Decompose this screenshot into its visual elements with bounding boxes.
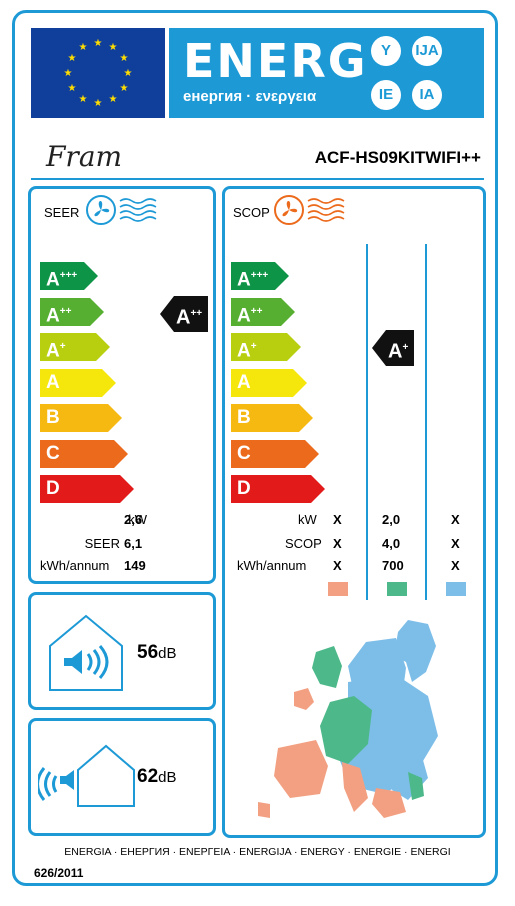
svg-text:★: ★	[120, 83, 129, 94]
regulation-number: 626/2011	[34, 866, 84, 880]
scop-rating: A+	[386, 330, 415, 366]
scop-class-bar: A	[231, 368, 307, 397]
scop-panel	[222, 186, 486, 838]
scop-class-label: A+	[231, 333, 287, 361]
seer-class-bar: A	[40, 368, 116, 397]
scop-class-bar: A+++	[231, 262, 289, 290]
seer-class-label: A+++	[40, 262, 84, 290]
seer-title: SEER	[44, 205, 80, 220]
seer-kw-value: 2,6	[124, 512, 143, 527]
seer-class-label: A	[40, 368, 102, 397]
seer-class-bar: A++	[40, 297, 104, 326]
lang-code-ija: IJA	[412, 36, 442, 66]
lang-code-y: Y	[371, 36, 401, 66]
seer-class-bar: B	[40, 404, 122, 432]
scop-scop-col2: 4,0	[382, 536, 401, 551]
scop-class-label: C	[231, 439, 305, 468]
scop-scop-col1: X	[333, 536, 342, 551]
svg-text:★: ★	[109, 94, 118, 105]
scop-class-bar: D	[231, 475, 325, 503]
scop-kw-col2: 2,0	[382, 512, 401, 527]
seer-class-label: A+	[40, 333, 96, 361]
outdoor-noise-level: 62dB	[137, 766, 177, 787]
scop-annual-unit: kWh/annum	[237, 558, 307, 573]
scop-kw-col1: X	[333, 512, 342, 527]
svg-text:★: ★	[109, 42, 118, 53]
svg-text:★: ★	[79, 94, 88, 105]
scop-scop-col3: X	[451, 536, 460, 551]
scop-annual-col3: X	[451, 558, 460, 573]
seer-annual-value: 149	[124, 558, 146, 573]
seer-seer-value: 6,1	[124, 536, 143, 551]
seer-annual-unit: kWh/annum	[40, 558, 110, 573]
scop-class-bar: C	[231, 439, 319, 468]
divider	[31, 178, 484, 180]
scop-class-label: A+++	[231, 262, 275, 290]
cold-zone-swatch	[446, 582, 466, 596]
seer-class-label: D	[40, 475, 120, 503]
europe-climate-map	[258, 620, 438, 818]
seer-rating-arrow: A++	[160, 296, 209, 332]
scop-class-bar: B	[231, 404, 313, 432]
energy-header: ENERG енергия · ενεργεια Y IJA IE IA	[169, 28, 484, 118]
column-divider	[425, 244, 427, 600]
seer-class-bar: A+	[40, 333, 110, 361]
svg-text:★: ★	[79, 42, 88, 53]
indoor-house-speaker-icon	[49, 614, 123, 691]
seer-class-bar: A+++	[40, 262, 98, 290]
eu-stars-icon: ★ ★★ ★★★ ★★★ ★★★	[64, 38, 133, 109]
lang-code-ie: IE	[371, 80, 401, 110]
brand-logo: Fram	[46, 140, 123, 173]
average-zone-swatch	[387, 582, 407, 596]
scop-class-bar: A+	[231, 333, 301, 361]
svg-text:★: ★	[120, 53, 129, 64]
outdoor-noise-panel	[28, 718, 216, 836]
energy-subtitle: енергия · ενεργεια	[183, 88, 317, 105]
outdoor-house-speaker-icon	[38, 744, 135, 807]
scop-annual-col2: 700	[382, 558, 404, 573]
seer-class-label: A++	[40, 297, 90, 326]
scop-class-label: A++	[231, 297, 281, 326]
lang-code-ia: IA	[412, 80, 442, 110]
scop-class-label: D	[231, 475, 311, 503]
scop-class-label: B	[231, 404, 299, 432]
model-number: ACF-HS09KITWIFI++	[314, 148, 481, 167]
svg-text:★: ★	[124, 68, 133, 79]
label-frame	[12, 10, 498, 886]
scop-kw-unit: kW	[298, 512, 317, 527]
scop-title: SCOP	[233, 205, 270, 220]
svg-text:★: ★	[94, 38, 103, 49]
scop-class-bar: A++	[231, 297, 295, 326]
svg-text:★: ★	[64, 68, 73, 79]
column-divider	[366, 244, 368, 600]
scop-annual-col1: X	[333, 558, 342, 573]
svg-text:★: ★	[94, 98, 103, 109]
seer-class-label: C	[40, 439, 114, 468]
seer-rating: A++	[174, 296, 209, 332]
indoor-noise-level: 56dB	[137, 642, 177, 663]
indoor-noise-panel	[28, 592, 216, 710]
seer-class-bar: D	[40, 475, 134, 503]
svg-text:★: ★	[68, 53, 77, 64]
cooling-fan-icon	[86, 195, 157, 225]
seer-class-bar: C	[40, 439, 128, 468]
energy-title: ENERG	[183, 34, 368, 88]
seer-panel	[28, 186, 216, 584]
seer-class-label: B	[40, 404, 108, 432]
eu-flag: ★ ★ ★ ★ ★ ★ ★ ★ ★ ★ ★ ★	[31, 28, 165, 118]
seer-kw-unit: kW	[128, 512, 147, 527]
scop-class-label: A	[231, 368, 293, 397]
scop-rating-arrow: A+	[372, 330, 415, 366]
language-footer: ENERGIA · ЕНЕРГИЯ · ΕΝΕΡΓΕΙΑ · ENERGIJA …	[64, 846, 451, 858]
svg-text:★: ★	[68, 83, 77, 94]
heating-fan-icon	[274, 195, 345, 225]
warm-zone-swatch	[328, 582, 348, 596]
scop-scop-unit: SCOP	[285, 536, 322, 551]
scop-kw-col3: X	[451, 512, 460, 527]
seer-seer-unit: SEER	[84, 536, 120, 551]
